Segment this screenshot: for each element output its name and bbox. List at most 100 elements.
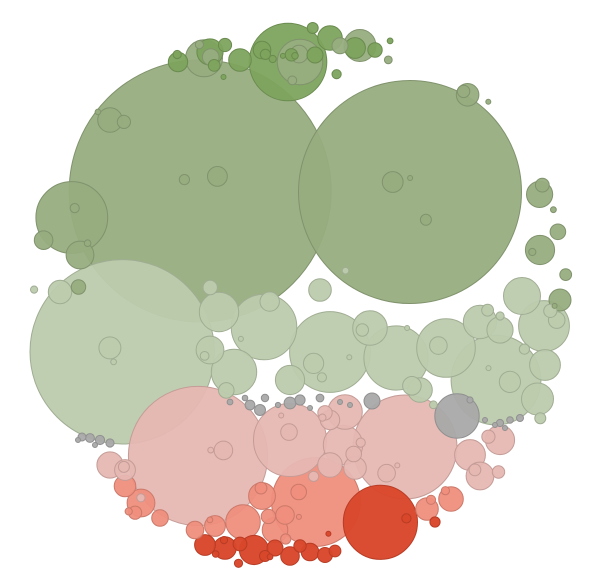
bubble-gray-20[interactable] bbox=[92, 442, 98, 448]
bubble-salmon-21[interactable] bbox=[206, 516, 214, 524]
bubble-gray-3[interactable] bbox=[283, 396, 297, 410]
bubble-salmon-18[interactable] bbox=[425, 494, 437, 505]
bubble-green-medium-34[interactable] bbox=[94, 108, 102, 116]
bubble-gray-5[interactable] bbox=[294, 394, 306, 406]
bubble-green-dark-20[interactable] bbox=[220, 74, 227, 80]
bubble-green-light-41[interactable] bbox=[110, 358, 117, 366]
bubble-gray-1[interactable] bbox=[434, 393, 480, 439]
bubble-green-medium-18[interactable] bbox=[331, 37, 349, 55]
bubble-gray-2[interactable] bbox=[363, 392, 381, 410]
bubble-green-light-43[interactable] bbox=[346, 354, 353, 361]
bubble-salmon-13[interactable] bbox=[290, 483, 308, 501]
bubble-red-orange-11[interactable] bbox=[328, 544, 342, 558]
bubble-gray-19[interactable] bbox=[274, 401, 282, 409]
bubble-green-light-19[interactable] bbox=[47, 279, 73, 305]
bubble-gray-11[interactable] bbox=[315, 393, 325, 403]
bubble-pink-light-27[interactable] bbox=[207, 446, 215, 454]
bubble-red-orange-7[interactable] bbox=[266, 539, 284, 557]
bubble-pink-light-15[interactable] bbox=[377, 463, 396, 483]
bubble-green-dark-12[interactable] bbox=[207, 59, 221, 72]
bubble-gray-27[interactable] bbox=[502, 425, 508, 431]
bubble-gray-18[interactable] bbox=[241, 394, 249, 402]
bubble-red-orange-5[interactable] bbox=[280, 546, 300, 566]
bubble-gray-24[interactable] bbox=[307, 405, 313, 411]
bubble-green-light-16[interactable] bbox=[195, 335, 225, 365]
bubble-green-dark-4[interactable] bbox=[228, 48, 252, 72]
bubble-green-dark-9[interactable] bbox=[367, 42, 383, 58]
bubble-gray-8[interactable] bbox=[85, 433, 95, 443]
bubble-salmon-11[interactable] bbox=[185, 520, 205, 540]
bubble-gray-23[interactable] bbox=[347, 402, 353, 408]
bubble-red-orange-10[interactable] bbox=[293, 539, 307, 553]
bubble-green-light-21[interactable] bbox=[98, 336, 122, 360]
bubble-green-dark-14[interactable] bbox=[259, 48, 271, 61]
bubble-green-medium-37[interactable] bbox=[407, 175, 414, 181]
bubble-green-medium-32[interactable] bbox=[83, 239, 92, 247]
bubble-red-orange-16[interactable] bbox=[219, 536, 229, 545]
bubble-green-medium-28[interactable] bbox=[287, 75, 298, 86]
bubble-red-orange-9[interactable] bbox=[232, 536, 248, 552]
bubble-pink-light-14[interactable] bbox=[213, 440, 234, 461]
bubble-green-medium-20[interactable] bbox=[70, 279, 87, 295]
bubble-green-dark-17[interactable] bbox=[268, 54, 277, 64]
bubble-green-medium-7[interactable] bbox=[524, 234, 556, 266]
bubble-green-light-23[interactable] bbox=[303, 352, 325, 374]
bubble-pink-light-21[interactable] bbox=[468, 463, 482, 477]
bubble-pink-light-16[interactable] bbox=[280, 423, 298, 441]
bubble-gray-15[interactable] bbox=[506, 416, 514, 424]
bubble-green-dark-19[interactable] bbox=[386, 37, 394, 45]
bubble-green-dark-21[interactable] bbox=[279, 52, 286, 59]
bubble-green-light-22[interactable] bbox=[498, 370, 521, 393]
bubble-pink-light-17[interactable] bbox=[345, 445, 363, 463]
bubble-green-light-28[interactable] bbox=[218, 382, 235, 399]
bubble-salmon-20[interactable] bbox=[124, 507, 133, 516]
bubble-pink-light-23[interactable] bbox=[308, 470, 320, 482]
bubble-green-dark-16[interactable] bbox=[172, 49, 182, 60]
bubble-red-orange-13[interactable] bbox=[429, 516, 441, 528]
bubble-green-dark-15[interactable] bbox=[331, 69, 342, 80]
bubble-red-orange-18[interactable] bbox=[266, 553, 274, 561]
bubble-green-medium-19[interactable] bbox=[549, 223, 567, 241]
bubble-green-light-14[interactable] bbox=[529, 349, 561, 381]
bubble-pink-light-10[interactable] bbox=[317, 452, 343, 478]
bubble-green-medium-21[interactable] bbox=[534, 177, 550, 193]
bubble-green-light-11[interactable] bbox=[352, 310, 388, 346]
bubble-green-light-17[interactable] bbox=[486, 316, 514, 344]
bubble-green-light-35[interactable] bbox=[316, 372, 327, 383]
bubble-gray-4[interactable] bbox=[254, 404, 266, 416]
bubble-green-light-32[interactable] bbox=[481, 303, 495, 317]
bubble-green-light-20[interactable] bbox=[308, 278, 332, 302]
bubble-green-dark-10[interactable] bbox=[217, 37, 233, 53]
bubble-pink-light-28[interactable] bbox=[394, 462, 401, 469]
bubble-gray-9[interactable] bbox=[105, 438, 115, 448]
bubble-green-medium-23[interactable] bbox=[456, 84, 471, 99]
bubble-green-light-44[interactable] bbox=[237, 335, 244, 342]
bubble-salmon-12[interactable] bbox=[151, 509, 169, 527]
bubble-salmon-22[interactable] bbox=[295, 513, 302, 520]
bubble-green-light-31[interactable] bbox=[355, 323, 369, 337]
bubble-green-light-36[interactable] bbox=[199, 351, 210, 361]
bubble-green-medium-15[interactable] bbox=[33, 230, 54, 250]
bubble-salmon-16[interactable] bbox=[254, 481, 268, 495]
bubble-pink-light-29[interactable] bbox=[278, 412, 285, 419]
bubble-gray-22[interactable] bbox=[337, 399, 343, 405]
bubble-gray-21[interactable] bbox=[75, 437, 81, 443]
bubble-red-orange-19[interactable] bbox=[325, 530, 332, 537]
bubble-green-medium-33[interactable] bbox=[550, 206, 557, 214]
bubble-gray-12[interactable] bbox=[260, 393, 270, 403]
bubble-gray-7[interactable] bbox=[94, 434, 106, 446]
bubble-green-light-42[interactable] bbox=[485, 365, 492, 372]
bubble-pink-light-25[interactable] bbox=[136, 493, 146, 503]
bubble-green-light-40[interactable] bbox=[341, 266, 350, 275]
bubble-green-light-10[interactable] bbox=[503, 277, 541, 315]
bubble-green-light-9[interactable] bbox=[198, 291, 240, 333]
bubble-green-light-25[interactable] bbox=[402, 376, 422, 396]
bubble-green-medium-1[interactable] bbox=[298, 80, 522, 304]
bubble-pink-light-22[interactable] bbox=[117, 460, 130, 473]
bubble-green-medium-27[interactable] bbox=[69, 203, 80, 214]
bubble-green-medium-8[interactable] bbox=[65, 240, 95, 270]
bubble-salmon-10[interactable] bbox=[275, 505, 295, 525]
bubble-gray-17[interactable] bbox=[226, 398, 234, 406]
bubble-green-light-15[interactable] bbox=[274, 364, 306, 396]
bubble-red-orange-17[interactable] bbox=[211, 550, 220, 558]
